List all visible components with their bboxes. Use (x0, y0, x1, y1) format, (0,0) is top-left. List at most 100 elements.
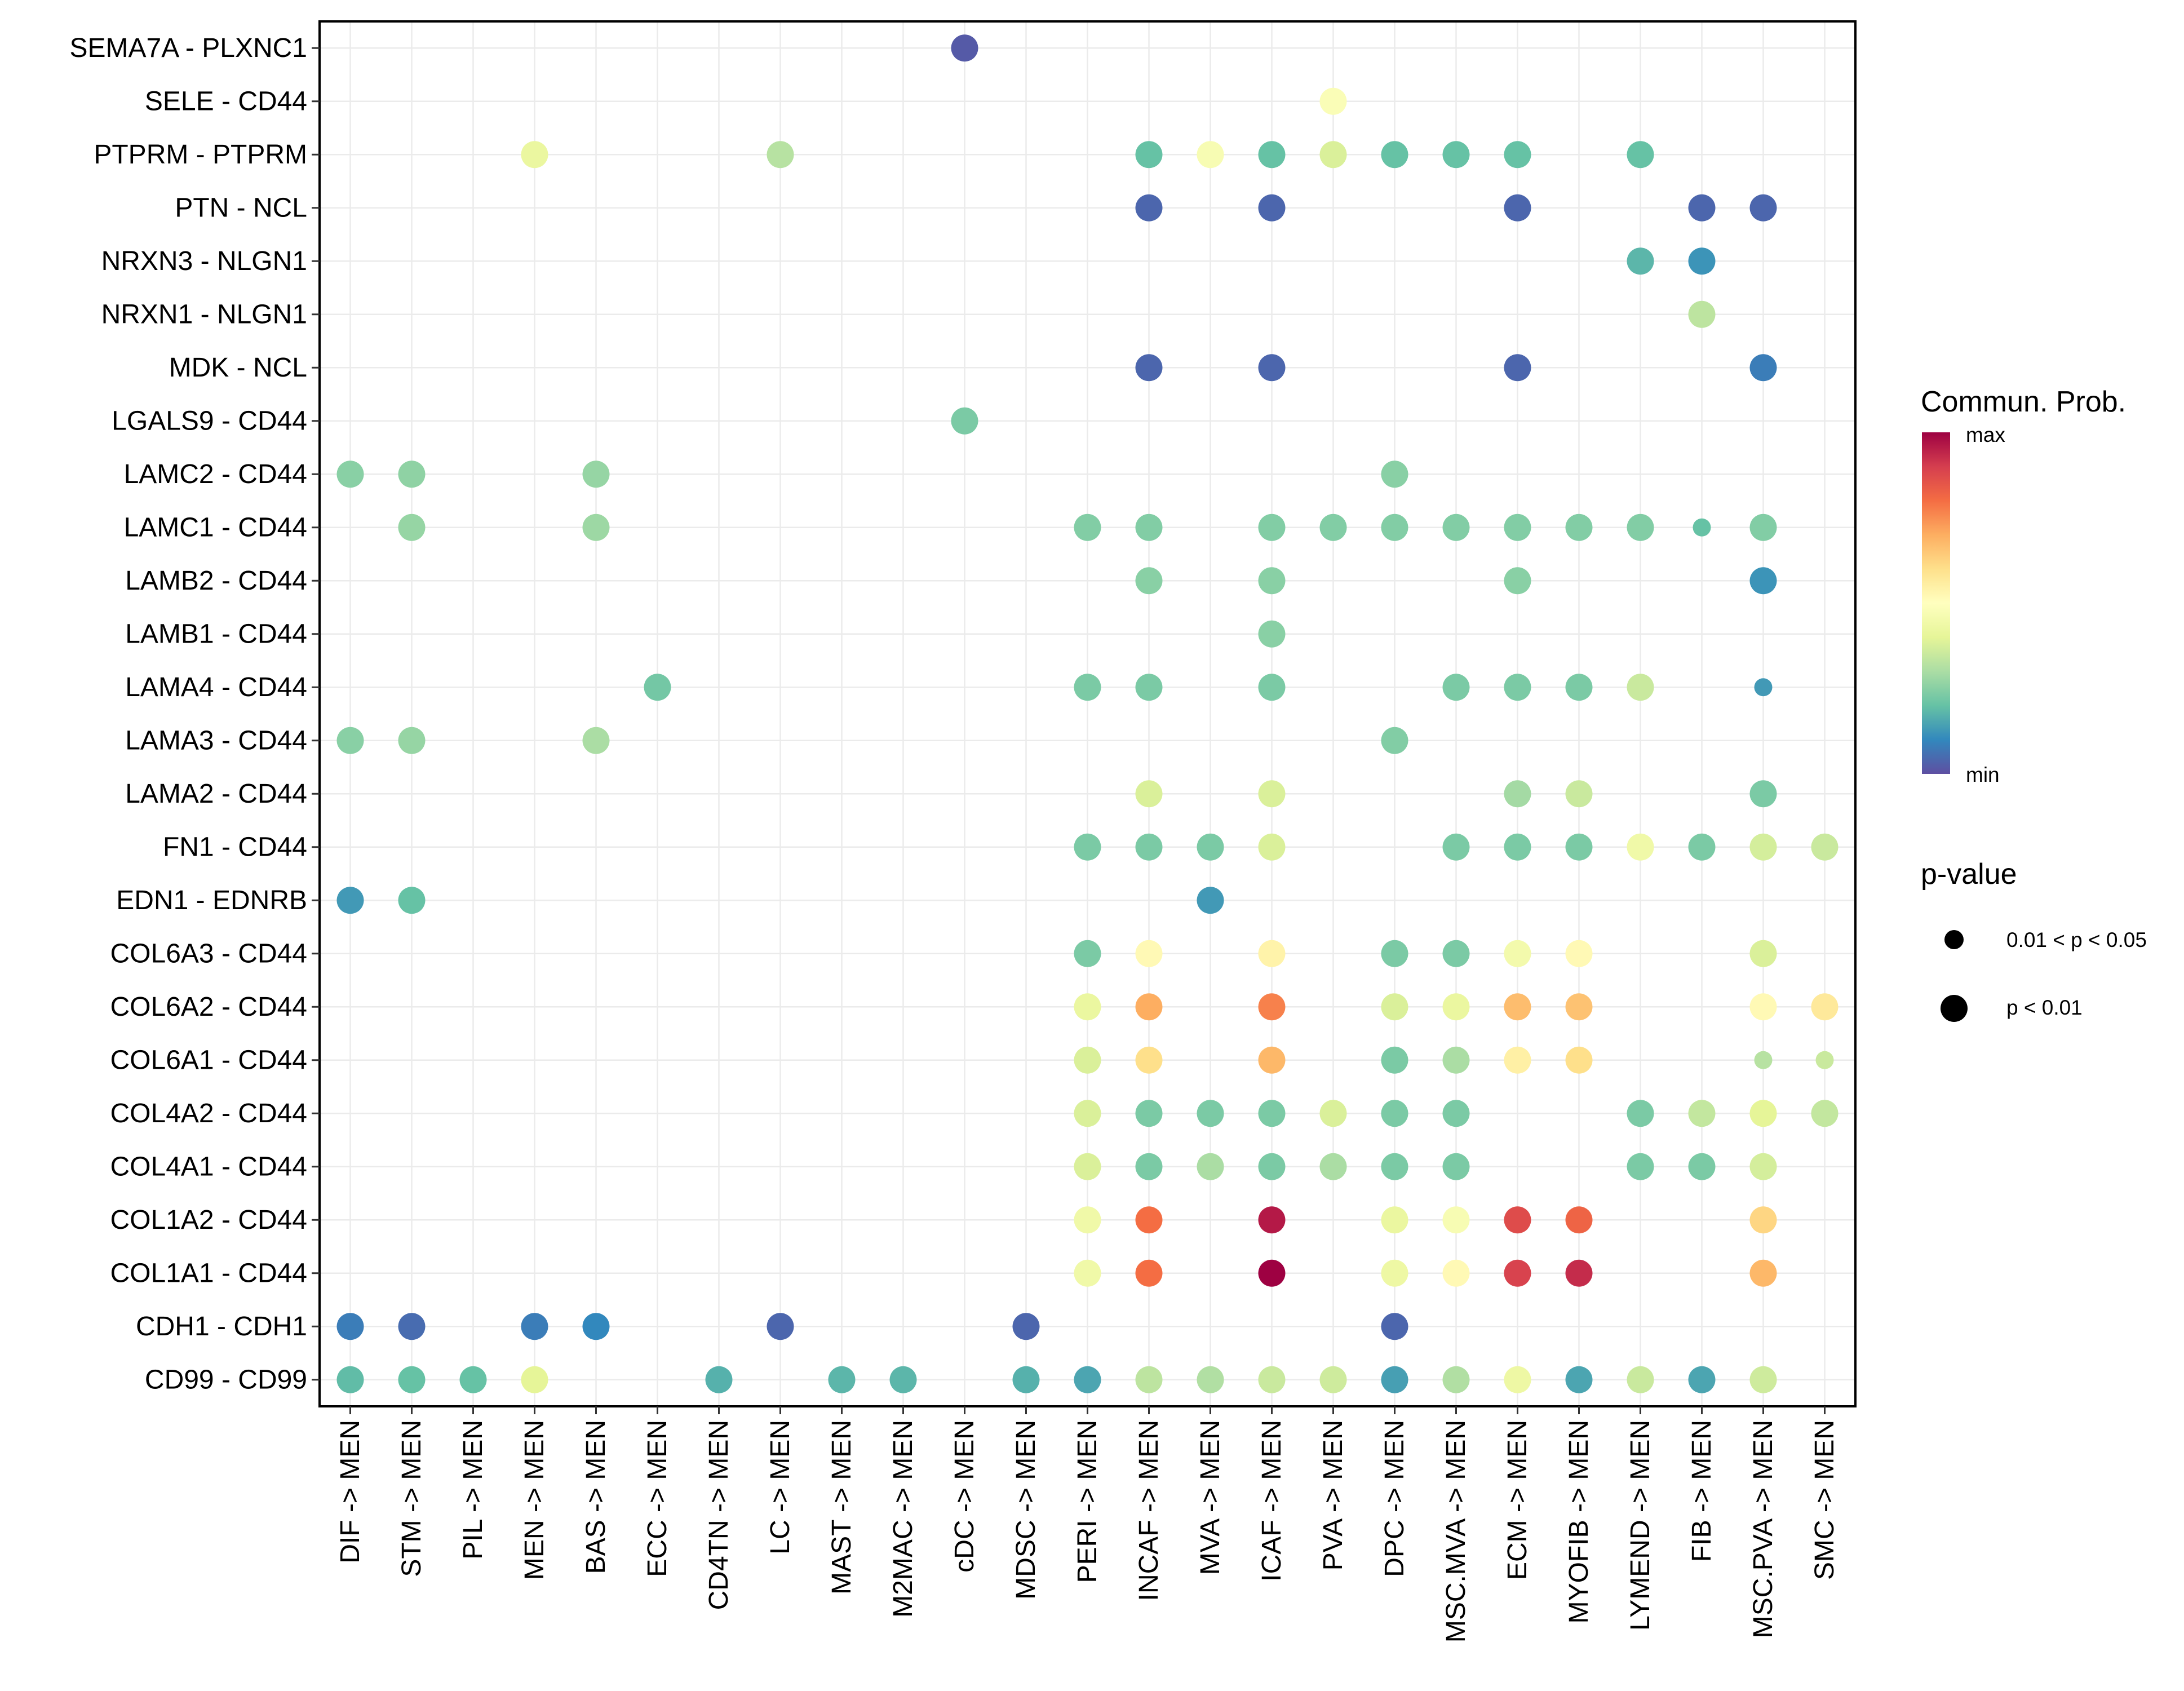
pvalue-legend-title: p-value (1921, 858, 2017, 891)
data-point (1381, 1153, 1408, 1180)
data-point (1504, 1366, 1531, 1393)
y-tick-label: COL1A2 - CD44 (110, 1205, 307, 1235)
y-tick-label: NRXN3 - NLGN1 (101, 246, 307, 276)
data-point (1258, 780, 1286, 808)
data-point (1688, 300, 1716, 328)
data-point (951, 34, 978, 62)
data-point (1197, 1100, 1224, 1127)
colorbar (1922, 432, 1950, 774)
x-tick-label: ECC -> MEN (643, 1420, 672, 1577)
data-point (1381, 1259, 1408, 1287)
x-tick-label: ECM -> MEN (1503, 1420, 1532, 1580)
data-point (1381, 1046, 1408, 1074)
data-point (398, 461, 426, 488)
data-point (1381, 1206, 1408, 1234)
data-point (1442, 1366, 1470, 1393)
y-tick-label: COL4A1 - CD44 (110, 1152, 307, 1181)
x-tick-label: cDC -> MEN (950, 1420, 980, 1573)
data-point (705, 1366, 733, 1393)
y-tick-label: LAMA2 - CD44 (125, 779, 307, 809)
data-point (1258, 674, 1286, 701)
data-point (1749, 514, 1777, 541)
data-point (767, 141, 794, 169)
data-point (1258, 1046, 1286, 1074)
pvalue-legend-key-large (1941, 995, 1968, 1022)
data-point (1197, 1366, 1224, 1393)
data-point (1135, 833, 1163, 861)
data-point (828, 1366, 856, 1393)
data-point (951, 407, 978, 435)
data-point (459, 1366, 487, 1393)
data-point (1749, 1259, 1777, 1287)
data-point (1381, 727, 1408, 754)
data-point (1627, 247, 1654, 275)
x-axis: DIF -> MEN STM -> MEN PIL -> MEN MEN -> MEN… (335, 1406, 1840, 1643)
data-point (1565, 940, 1593, 967)
data-point (1749, 1366, 1777, 1393)
data-point (1442, 514, 1470, 541)
data-point (1442, 141, 1470, 169)
data-point (336, 727, 364, 754)
x-tick-label: DIF -> MEN (335, 1420, 365, 1564)
data-point (1319, 1100, 1347, 1127)
data-point (1627, 1153, 1654, 1180)
x-tick-label: MAST -> MEN (827, 1420, 857, 1595)
y-tick-label: LAMB1 - CD44 (125, 619, 307, 649)
data-point (1688, 194, 1716, 222)
data-point (1442, 1046, 1470, 1074)
data-point (1319, 141, 1347, 169)
grid-layer (320, 21, 1855, 1406)
data-point (582, 1313, 610, 1340)
data-point (1381, 514, 1408, 541)
data-point (1565, 780, 1593, 808)
data-point (521, 1313, 548, 1340)
data-point (1074, 514, 1101, 541)
data-point (1627, 1366, 1654, 1393)
data-point (1815, 1051, 1834, 1069)
data-point (336, 1366, 364, 1393)
data-point (1504, 514, 1531, 541)
y-tick-label: COL6A3 - CD44 (110, 939, 307, 968)
data-point (1135, 1206, 1163, 1234)
data-point (1258, 940, 1286, 967)
data-point (767, 1313, 794, 1340)
data-point (1565, 833, 1593, 861)
y-tick-label: LAMC2 - CD44 (124, 459, 307, 489)
data-point (398, 514, 426, 541)
data-point (1135, 1046, 1163, 1074)
y-tick-label: NRXN1 - NLGN1 (101, 299, 307, 329)
data-point (1258, 993, 1286, 1021)
x-tick-label: FIB -> MEN (1687, 1420, 1717, 1562)
y-tick-label: LAMA4 - CD44 (125, 672, 307, 702)
data-point (1135, 514, 1163, 541)
data-point (1135, 567, 1163, 595)
y-tick-label: COL4A2 - CD44 (110, 1099, 307, 1128)
data-point (521, 1366, 548, 1393)
x-tick-label: MYOFIB -> MEN (1564, 1420, 1594, 1623)
data-point (1504, 567, 1531, 595)
y-tick-label: LAMC1 - CD44 (124, 512, 307, 542)
data-point (1749, 780, 1777, 808)
data-point (1381, 461, 1408, 488)
x-tick-label: LC -> MEN (765, 1420, 795, 1555)
color-legend-title: Commun. Prob. (1921, 386, 2126, 418)
x-tick-label: STM -> MEN (397, 1420, 427, 1577)
colorbar-max-label: max (1966, 423, 2005, 446)
y-tick-label: CDH1 - CDH1 (136, 1312, 307, 1342)
pvalue-legend-key-small (1944, 930, 1964, 949)
data-point (1381, 141, 1408, 169)
y-tick-label: PTN - NCL (175, 193, 307, 223)
x-tick-label: PIL -> MEN (458, 1420, 488, 1560)
data-point (1442, 940, 1470, 967)
data-point (1754, 678, 1773, 697)
data-point (1197, 833, 1224, 861)
data-point (1442, 1206, 1470, 1234)
x-tick-label: SMC -> MEN (1810, 1420, 1840, 1580)
x-tick-label: MDSC -> MEN (1011, 1420, 1041, 1600)
y-tick-label: FN1 - CD44 (163, 832, 307, 862)
data-point (1504, 1259, 1531, 1287)
data-point (1504, 833, 1531, 861)
data-point (1442, 674, 1470, 701)
data-point (1258, 567, 1286, 595)
